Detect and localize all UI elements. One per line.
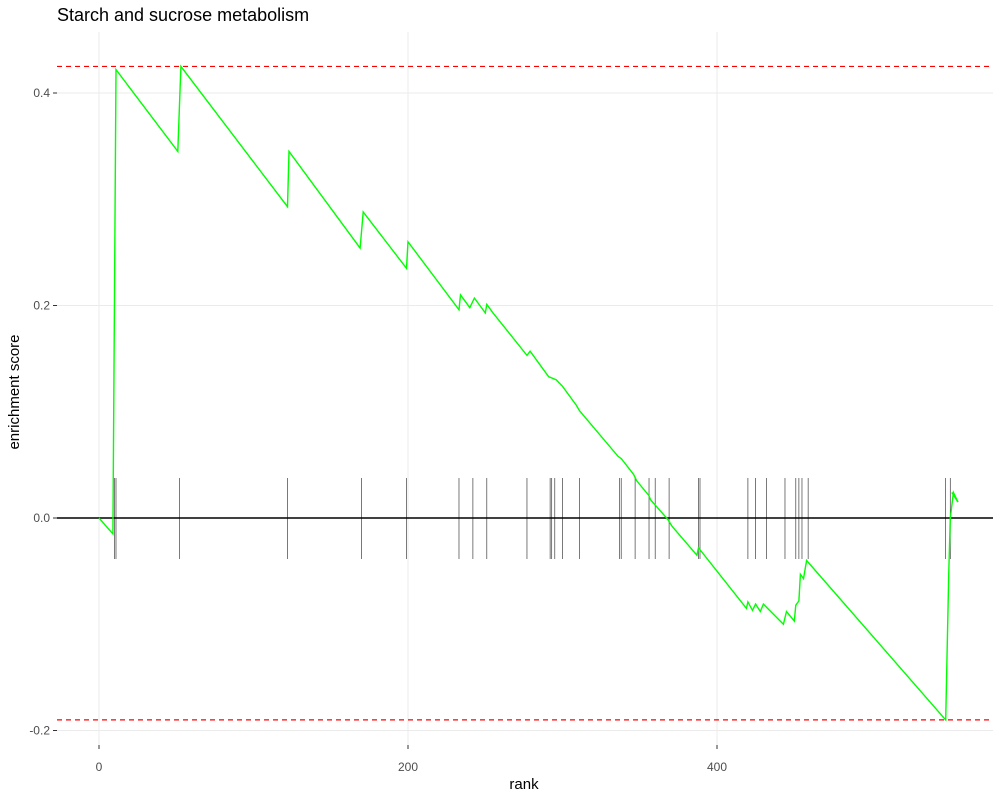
x-axis-ticks: 0 200 400: [96, 745, 727, 774]
x-axis-title: rank: [509, 776, 539, 793]
y-tick-label: 0.2: [33, 299, 50, 313]
curve-group: [98, 64, 959, 722]
chart-title: Starch and sucrose metabolism: [57, 5, 309, 25]
hit-markers: [114, 478, 951, 559]
y-axis-ticks: -0.2 0.0 0.2 0.4: [29, 86, 57, 738]
y-tick-label: -0.2: [29, 724, 50, 738]
y-tick-label: 0.4: [33, 86, 50, 100]
y-tick-label: 0.0: [33, 511, 50, 525]
grid: [57, 32, 993, 745]
enrichment-curve: [98, 64, 959, 722]
y-axis-title: enrichment score: [6, 334, 23, 449]
x-tick-label: 200: [398, 760, 418, 774]
x-tick-label: 400: [707, 760, 727, 774]
reference-lines: [57, 65, 993, 721]
x-tick-label: 0: [96, 760, 103, 774]
